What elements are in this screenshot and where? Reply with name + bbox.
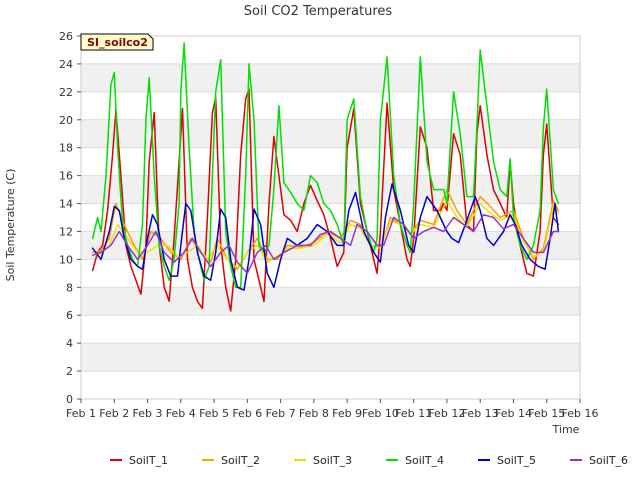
x-tick-label: Feb 6 (232, 407, 262, 420)
x-tick-label: Feb 13 (462, 407, 499, 420)
legend-label: SoilT_2 (221, 454, 260, 467)
x-tick-label: Feb 14 (495, 407, 532, 420)
grid-band (81, 63, 580, 92)
x-tick-label: Feb 1 (66, 407, 96, 420)
x-axis: Feb 1 Feb 2 Feb 3 Feb 4 Feb 5 Feb 6 Feb 7 Feb 8… (66, 399, 598, 420)
y-tick-label: 14 (59, 198, 73, 211)
legend: SoilT_1 SoilT_2 SoilT_3 SoilT_4 SoilT_5 SoilT… (110, 454, 628, 467)
legend-label: SoilT_5 (497, 454, 536, 467)
grid-band (81, 175, 580, 204)
plot-frame (80, 35, 581, 400)
y-tick-label: 2 (66, 365, 73, 378)
y-tick-label: 0 (66, 393, 73, 406)
x-tick-label: Feb 5 (199, 407, 229, 420)
y-tick-label: 26 (59, 30, 73, 43)
legend-label: SoilT_3 (313, 454, 352, 467)
x-tick-label: Feb 9 (332, 407, 362, 420)
series-line-soilt_3 (91, 199, 560, 269)
x-tick-label: Feb 3 (133, 407, 163, 420)
y-tick-label: 10 (59, 253, 73, 266)
x-tick-label: Feb 11 (395, 407, 432, 420)
x-tick-label: Feb 2 (99, 407, 129, 420)
y-tick-label: 16 (59, 170, 73, 183)
x-tick-label: Feb 4 (166, 407, 196, 420)
x-tick-label: Feb 7 (266, 407, 296, 420)
y-tick-label: 12 (59, 225, 73, 238)
x-tick-label: Feb 8 (299, 407, 329, 420)
series-line-soilt_1 (91, 88, 560, 312)
legend-label: SoilT_6 (589, 454, 628, 467)
site-badge-text: SI_soilco2 (87, 36, 148, 49)
y-tick-label: 6 (66, 309, 73, 322)
x-tick-label: Feb 15 (528, 407, 565, 420)
site-badge-box (80, 33, 154, 51)
site-badge: SI_soilco2 (80, 33, 154, 51)
x-axis-label: Time (552, 423, 580, 436)
legend-label: SoilT_1 (129, 454, 168, 467)
y-tick-label: 22 (59, 86, 73, 99)
y-tick-label: 8 (66, 281, 73, 294)
y-tick-label: 18 (59, 142, 73, 155)
legend-label: SoilT_4 (405, 454, 444, 467)
y-axis-label: Soil Temperature (C) (4, 169, 17, 282)
grid-band (81, 287, 580, 316)
series-line-soilt_6 (91, 213, 560, 275)
series-lines (91, 42, 560, 312)
series-line-soilt_4 (91, 42, 560, 289)
y-tick-label: 20 (59, 114, 73, 127)
y-tick-label: 4 (66, 337, 73, 350)
grid-band (81, 343, 580, 372)
y-tick-label: 24 (59, 58, 73, 71)
x-tick-label: Feb 10 (362, 407, 399, 420)
x-tick-label: Feb 16 (562, 407, 599, 420)
chart-title: Soil CO2 Temperatures (244, 4, 393, 19)
x-tick-label: Feb 12 (428, 407, 465, 420)
grid-band (81, 119, 580, 148)
